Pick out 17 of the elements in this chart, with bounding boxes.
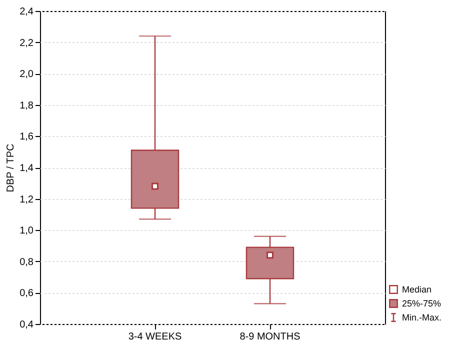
y-tick-label: 2,2 <box>20 38 34 49</box>
y-tick-label: 1,6 <box>20 132 34 143</box>
x-tick-label: 3-4 WEEKS <box>128 332 182 342</box>
y-tick-label: 0,8 <box>20 256 34 268</box>
y-tick-label: 2,4 <box>20 6 34 18</box>
y-tick-label: 1,2 <box>20 194 34 206</box>
text: Median <box>402 284 432 294</box>
y-tick-label: 1,0 <box>20 226 34 237</box>
text: Min.-Max. <box>402 312 442 322</box>
x-tick-label: 8-9 MONTHS <box>240 332 301 342</box>
y-axis-title: DBP / TPC <box>6 144 17 192</box>
y-tick-label: 2,0 <box>20 69 34 80</box>
y-tick-label: 0,6 <box>20 288 34 300</box>
y-tick-label: 1,8 <box>20 100 34 112</box>
y-tick-label: 0,4 <box>20 320 34 330</box>
text: 25%-75% <box>402 298 442 308</box>
y-tick-label: 1,4 <box>20 163 34 174</box>
